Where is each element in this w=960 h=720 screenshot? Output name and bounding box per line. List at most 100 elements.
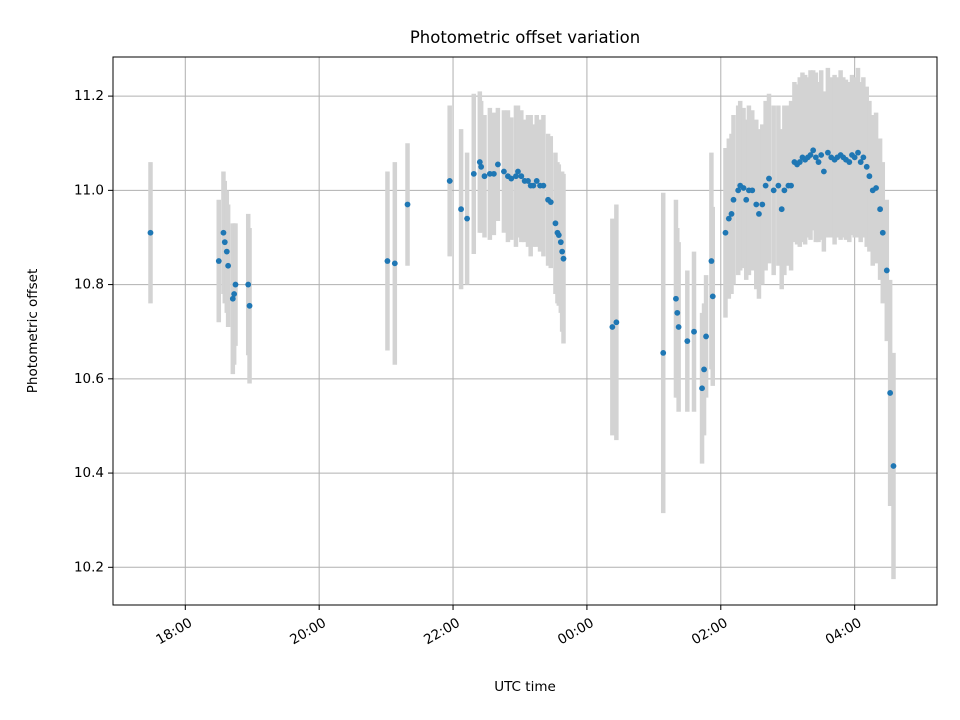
data-point (857, 159, 864, 165)
data-point (778, 206, 785, 213)
data-point (812, 154, 819, 161)
data-point (540, 182, 547, 189)
data-point (883, 267, 890, 274)
data-point (547, 199, 554, 206)
data-point (223, 248, 230, 255)
data-point (709, 293, 716, 300)
data-point (684, 338, 691, 345)
data-point (225, 262, 232, 269)
data-point (464, 215, 470, 222)
data-point (756, 211, 762, 217)
data-point (807, 152, 814, 158)
data-point (490, 170, 497, 177)
data-point (740, 185, 747, 191)
data-point (478, 163, 485, 170)
data-point (391, 260, 398, 267)
data-point (555, 232, 562, 239)
data-point (221, 239, 228, 246)
axes-frame (112, 56, 938, 606)
data-point (673, 295, 679, 302)
data-point (701, 366, 707, 373)
data-point (699, 385, 705, 392)
data-point (147, 229, 154, 236)
data-point (725, 215, 732, 222)
y-tick-label: 10.8 (74, 277, 104, 293)
data-point (559, 248, 566, 255)
data-point (855, 149, 861, 156)
data-point (766, 175, 772, 182)
data-point (749, 187, 756, 194)
data-point (796, 159, 803, 165)
data-point (404, 201, 411, 208)
data-point (810, 147, 817, 154)
data-point (229, 295, 236, 302)
data-point (879, 229, 886, 236)
data-point (818, 152, 825, 158)
data-point (470, 170, 477, 177)
data-point (384, 258, 391, 264)
data-point (887, 390, 894, 396)
chart-title: Photometric offset variation (410, 28, 640, 47)
data-point (890, 463, 897, 469)
y-tick-label: 11.0 (74, 182, 104, 198)
data-point (770, 187, 777, 194)
data-point (215, 258, 222, 264)
x-axis-label: UTC time (494, 679, 556, 695)
data-point (703, 333, 709, 340)
data-point (494, 161, 501, 168)
data-point (730, 196, 737, 203)
data-point (486, 170, 493, 177)
data-point (515, 168, 521, 175)
data-point (708, 258, 715, 264)
data-point (722, 229, 729, 236)
data-point (446, 178, 453, 184)
data-point (775, 182, 782, 189)
data-point (501, 168, 507, 175)
data-point (518, 173, 525, 180)
data-point (753, 201, 760, 208)
data-point (820, 168, 827, 175)
data-point (735, 187, 742, 194)
data-point (660, 350, 667, 356)
data-point (458, 206, 464, 213)
data-point (824, 149, 831, 156)
data-point (245, 281, 252, 288)
data-point (232, 281, 239, 288)
data-point (860, 154, 867, 161)
data-point (759, 201, 766, 208)
data-point (481, 173, 488, 180)
data-point (560, 255, 567, 262)
data-point (877, 206, 884, 213)
data-points (147, 147, 897, 469)
y-tick-label: 10.2 (74, 559, 104, 575)
data-point (476, 159, 483, 165)
data-point (846, 159, 853, 165)
data-point (220, 229, 227, 236)
data-point (743, 196, 750, 203)
data-point (609, 324, 616, 330)
data-point (525, 178, 531, 184)
data-point (533, 178, 540, 184)
y-tick-label: 11.2 (74, 88, 104, 104)
data-point (866, 173, 873, 180)
data-point (246, 302, 253, 309)
data-point (728, 211, 735, 217)
data-point (691, 328, 697, 335)
y-tick-label: 10.4 (74, 465, 104, 481)
y-axis-label: Photometric offset (25, 269, 41, 393)
data-point (781, 187, 788, 194)
data-point (552, 220, 559, 227)
data-point (851, 154, 858, 161)
data-point (863, 163, 870, 170)
data-point (557, 239, 564, 246)
data-point (530, 182, 537, 189)
data-point (788, 182, 794, 189)
data-point (613, 319, 620, 326)
data-point (873, 185, 879, 191)
data-point (674, 309, 681, 316)
data-point (675, 324, 682, 330)
y-axis-ticks: 10.2 10.4 10.6 10.8 11.0 11.2 (74, 88, 113, 575)
y-tick-label: 10.6 (74, 371, 104, 387)
data-point (815, 159, 822, 165)
